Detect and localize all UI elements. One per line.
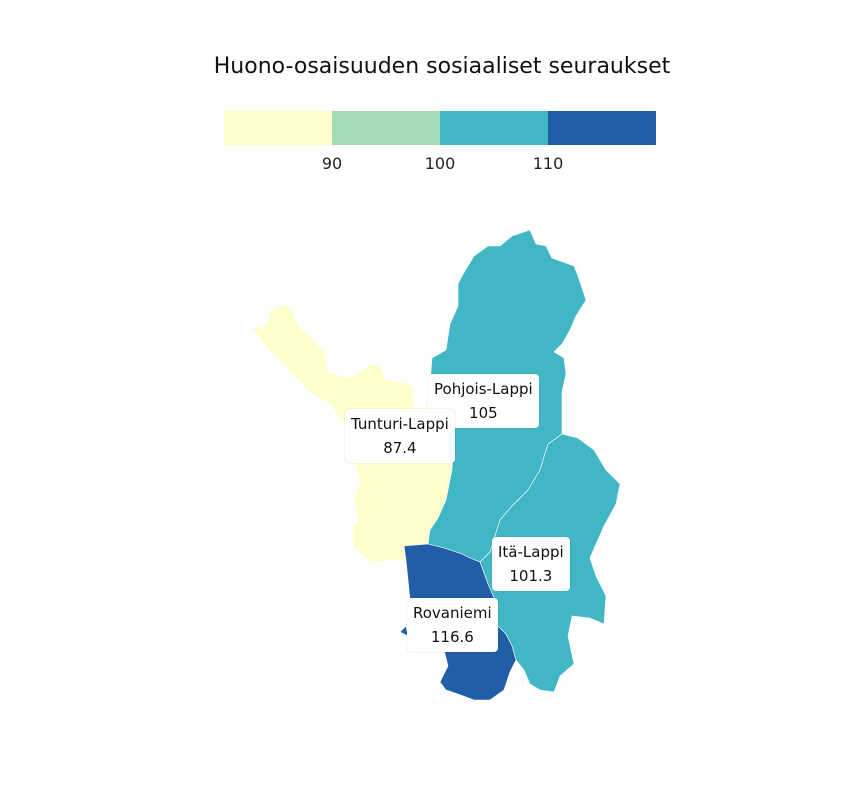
- label-pohjois-lappi-name: Pohjois-Lappi: [434, 380, 533, 398]
- legend-bin-4: [548, 111, 656, 145]
- label-tunturi-lappi-value: 87.4: [383, 439, 417, 457]
- label-rovaniemi: Rovaniemi 116.6: [407, 598, 498, 652]
- label-tunturi-lappi: Tunturi-Lappi 87.4: [345, 409, 455, 463]
- legend-bin-1: [224, 111, 332, 145]
- label-ita-lappi: Itä-Lappi 101.3: [492, 537, 570, 591]
- label-rovaniemi-name: Rovaniemi: [413, 604, 492, 622]
- map-title: Huono-osaisuuden sosiaaliset seuraukset: [213, 54, 671, 79]
- legend-tick-110: 110: [532, 154, 564, 173]
- label-pohjois-lappi-value: 105: [469, 404, 498, 422]
- label-ita-lappi-value: 101.3: [509, 567, 553, 585]
- label-ita-lappi-name: Itä-Lappi: [498, 543, 564, 561]
- legend-bin-3: [440, 111, 548, 145]
- legend-bin-2: [332, 111, 440, 145]
- label-rovaniemi-value: 116.6: [430, 628, 474, 646]
- color-legend: [224, 111, 656, 145]
- label-tunturi-lappi-name: Tunturi-Lappi: [351, 415, 449, 433]
- legend-tick-100: 100: [424, 154, 456, 173]
- legend-tick-90: 90: [321, 154, 343, 173]
